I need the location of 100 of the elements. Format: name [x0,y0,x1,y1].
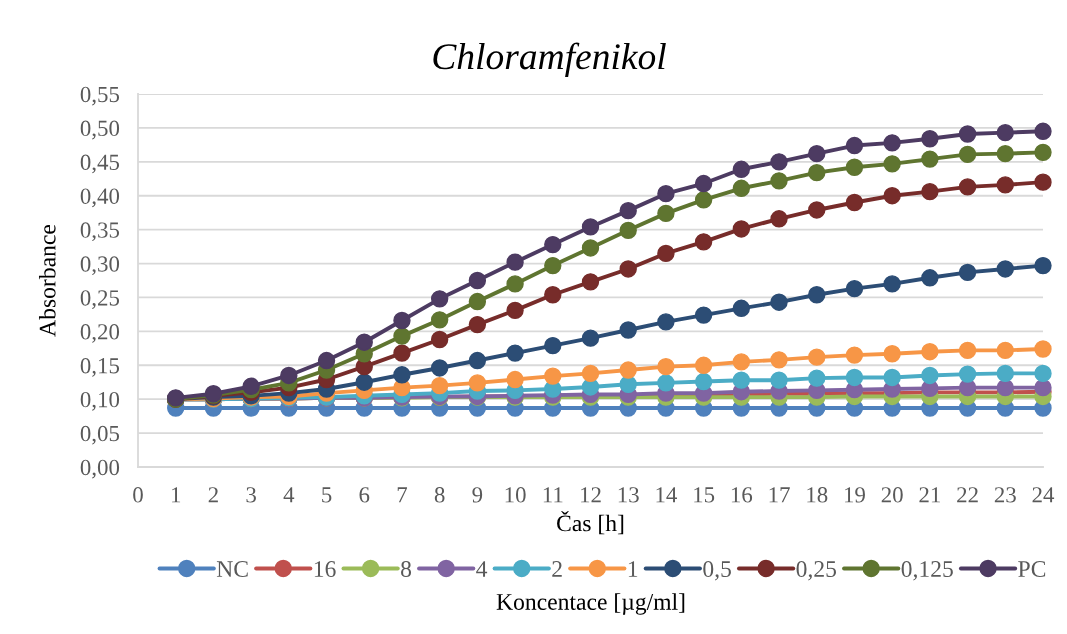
point [581,364,600,383]
x-tick-label: 5 [322,487,332,503]
point [1034,364,1052,383]
point [430,376,449,395]
x-tick-label: 4 [283,487,295,503]
point [393,366,411,384]
y-tick-label: 0,50 [80,120,120,140]
point [770,210,788,228]
point [280,366,298,385]
point [544,336,562,355]
point [619,221,637,239]
point [921,130,939,148]
x-tick-label: 2 [208,487,218,503]
point [958,341,977,360]
legend-label: NC [216,561,248,577]
point [996,123,1014,142]
y-tick-label: 0,30 [80,256,120,276]
legend-label: 0,25 [796,561,837,581]
x-tick-label: 22 [957,487,978,503]
point [581,273,600,291]
point [694,233,713,251]
legend-label: 16 [314,561,336,577]
point [808,144,826,163]
point [958,145,977,164]
point [694,174,713,193]
x-tick-label: 17 [769,487,790,503]
point [770,153,788,171]
y-tick-label: 0,45 [80,154,120,174]
point [544,235,562,254]
point [996,260,1014,278]
point [657,244,675,263]
legend-label: 0,125 [901,561,953,581]
point [996,341,1014,360]
point [468,315,487,334]
point [694,372,713,391]
y-tick-label: 0,40 [80,188,120,208]
point [845,279,864,298]
point [732,299,751,317]
point [468,292,487,311]
point [845,346,864,364]
point [732,220,751,238]
x-tick-label: 16 [731,487,753,503]
point [619,361,637,379]
point [808,348,826,366]
point [921,150,939,168]
x-tick-label: 9 [472,487,483,503]
x-tick-label: 11 [543,487,563,503]
y-tick-label: 0,05 [80,425,120,445]
legend-label: 0,5 [703,561,731,581]
point [1034,173,1052,191]
y-tick-label: 0,10 [80,391,120,411]
point [544,367,562,385]
point [506,301,524,320]
point [958,178,977,196]
x-axis-title: Čas [h] [557,510,624,535]
point [921,182,939,201]
point [996,378,1014,397]
point [468,374,487,392]
point [808,369,826,387]
x-tick-label: 7 [397,487,408,503]
point [657,357,675,376]
point [355,373,373,391]
point [1034,122,1052,140]
point [619,321,637,339]
x-tick-label: 20 [881,487,903,503]
point [430,359,449,377]
point [657,313,675,331]
point [506,370,524,389]
point [845,193,864,212]
point [883,345,901,363]
point [581,218,600,236]
point [393,344,411,362]
point [845,136,864,155]
legend-title: Koncentace [µg/ml] [496,593,685,615]
point [393,327,411,345]
point [619,201,637,220]
point [732,179,751,197]
legend-label: 1 [628,561,638,577]
point [1034,143,1052,162]
point [732,160,751,178]
point [770,351,788,369]
x-tick-label: 12 [581,487,601,503]
point [619,375,637,393]
legend-label: 4 [476,561,488,577]
y-axis-title: Absorbance [38,224,56,337]
x-tick-label: 3 [246,487,256,503]
point [958,125,977,143]
point [242,377,260,395]
point [883,134,901,152]
point [430,311,449,329]
point [430,290,449,308]
point [958,263,977,282]
point [883,155,901,173]
point [657,185,675,203]
x-tick-label: 21 [919,487,940,503]
point [996,144,1014,163]
point [317,351,336,370]
point [808,286,826,304]
point [732,371,751,389]
point [544,256,562,275]
